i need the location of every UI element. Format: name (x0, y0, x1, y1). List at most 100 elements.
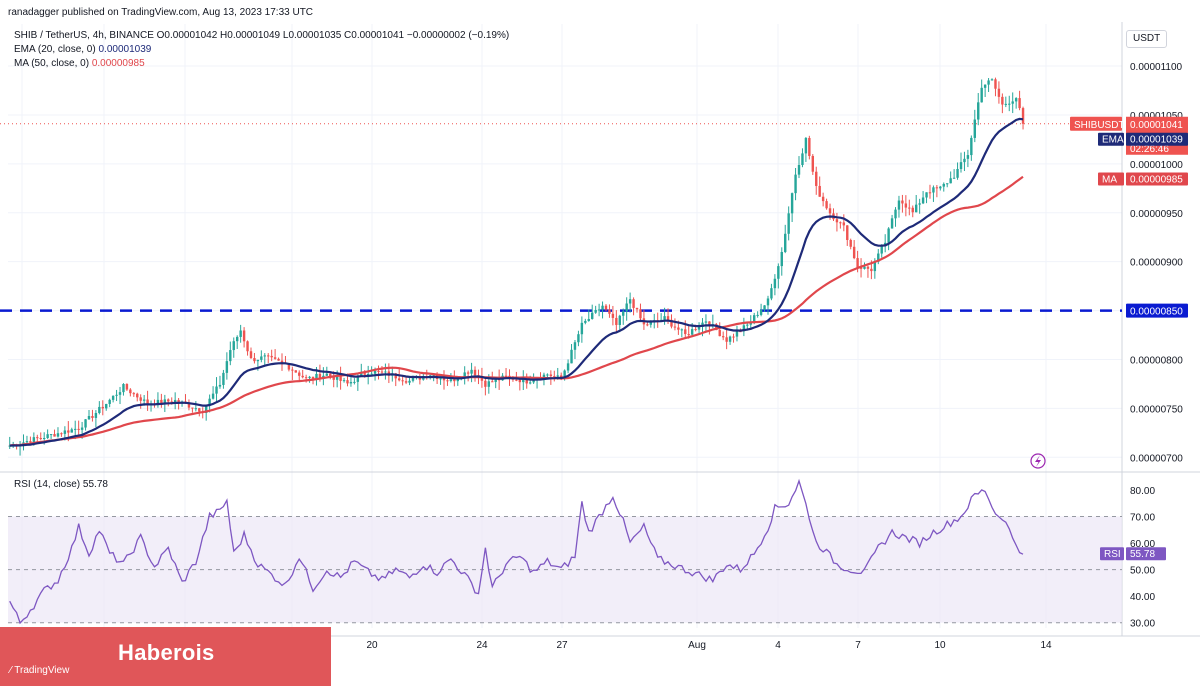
candle-body (794, 174, 797, 194)
candle-body (546, 374, 549, 376)
candle-body (349, 381, 353, 384)
candle-body (970, 137, 973, 156)
candle-body (666, 316, 670, 320)
candle-body (904, 203, 908, 208)
candle-body (1018, 98, 1021, 109)
candle-body (866, 266, 870, 269)
candle-body (67, 430, 70, 433)
symbol-name[interactable]: SHIB / TetherUS, 4h, BINANCE (14, 30, 154, 41)
rsi-guide-lines (8, 515, 1122, 624)
candle-body (663, 316, 666, 320)
candle-body (732, 336, 735, 338)
candle-body (263, 355, 266, 357)
ma-legend[interactable]: MA (50, close, 0) 0.00000985 (14, 57, 145, 71)
candle-body (694, 329, 697, 331)
candle-body (942, 183, 945, 187)
candle-body (108, 399, 111, 404)
candle-body (222, 372, 225, 385)
ema-value-badge-bg (1126, 132, 1188, 146)
candle-body (622, 311, 625, 316)
x-tick-label: 14 (1040, 640, 1052, 651)
candlestick-series[interactable] (8, 77, 1025, 456)
candle-body (649, 321, 653, 325)
candle-body (218, 384, 222, 387)
candle-body (980, 87, 983, 103)
candle-body (53, 434, 56, 437)
candle-body (204, 405, 208, 413)
brand-name: Haberois (118, 640, 215, 665)
candle-body (897, 200, 901, 210)
candle-body (298, 372, 301, 376)
candle-body (615, 317, 618, 325)
candle-body (604, 305, 608, 310)
candle-body (480, 376, 484, 381)
candle-body (360, 373, 363, 376)
rsi-line (9, 478, 1024, 625)
candle-body (456, 379, 459, 382)
candle-body (856, 258, 859, 268)
candle-body (632, 299, 635, 308)
candle-body (959, 162, 963, 169)
candle-body (532, 380, 535, 383)
candle-body (859, 267, 863, 269)
candle-body (928, 192, 932, 194)
candle-body (246, 341, 249, 352)
candle-body (587, 318, 590, 321)
publisher-line: ranadagger published on TradingView.com,… (8, 7, 314, 18)
candle-body (611, 313, 615, 318)
candle-body (990, 79, 994, 81)
candle-body (715, 324, 718, 331)
candle-body (373, 370, 377, 374)
candle-body (60, 433, 63, 435)
candle-body (363, 373, 366, 375)
candle-body (401, 380, 404, 382)
candle-body (973, 119, 976, 138)
x-tick-label: Aug (688, 640, 706, 651)
candle-body (818, 185, 821, 197)
candle-body (22, 442, 25, 445)
candle-body (329, 373, 332, 377)
candle-body (528, 382, 532, 384)
x-tick-label: 7 (855, 640, 861, 651)
candle-body (708, 321, 711, 327)
candle-body (908, 207, 911, 209)
candle-body (366, 374, 370, 376)
candle-body (628, 299, 632, 304)
candle-body (39, 437, 42, 439)
candle-body (132, 393, 136, 395)
candle-body (339, 376, 342, 381)
candle-body (270, 355, 273, 358)
candle-body (156, 399, 160, 406)
ema-tag-bg (1098, 132, 1124, 146)
y-tick-label: 0.00000700 (1130, 453, 1183, 464)
candle-body (639, 309, 642, 319)
symbol-badge: SHIBUSDT (1074, 120, 1125, 131)
rsi-legend[interactable]: RSI (14, close) 55.78 (14, 478, 108, 492)
candle-body (146, 399, 149, 405)
ema-legend-value: 0.00001039 (98, 44, 152, 55)
candle-body (170, 401, 173, 403)
candle-body (91, 416, 94, 418)
candle-body (377, 370, 380, 372)
candle-body (249, 351, 253, 359)
candle-body (397, 378, 401, 381)
ema-legend[interactable]: EMA (20, close, 0) 0.00001039 (14, 43, 151, 57)
candle-body (777, 266, 780, 279)
level-badge: 0.00000850 (1130, 307, 1183, 318)
candle-body (573, 342, 577, 350)
candle-body (553, 376, 556, 378)
candle-body (125, 384, 129, 390)
tradingview-logo[interactable]: ⁄ TradingView (10, 665, 69, 676)
candle-body (566, 363, 570, 371)
rsi-legend-label: RSI (14, close) (14, 479, 81, 490)
candle-body (267, 355, 270, 357)
candle-body (87, 416, 91, 420)
currency-button[interactable]: USDT (1126, 30, 1168, 48)
ma-legend-value: 0.00000985 (91, 58, 145, 69)
candle-body (939, 186, 942, 189)
lightning-icon[interactable] (1030, 453, 1046, 469)
candle-body (887, 228, 890, 243)
candle-body (925, 192, 928, 198)
candle-body (380, 371, 384, 373)
